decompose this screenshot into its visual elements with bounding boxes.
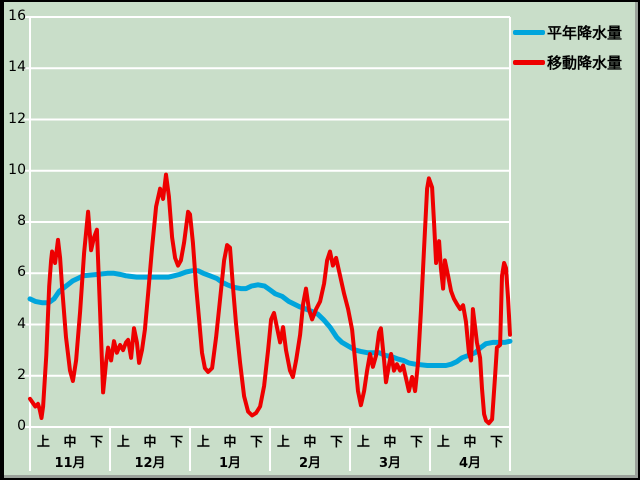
y-axis-label: 6 — [17, 264, 26, 281]
period-label: 下 — [250, 435, 264, 450]
normal-precip-line — [27, 268, 513, 368]
legend: 平年降水量 移動降水量 — [513, 22, 622, 73]
y-axis-label: 4 — [17, 315, 26, 332]
period-label: 上 — [356, 435, 370, 450]
period-label: 中 — [143, 435, 157, 450]
period-label: 中 — [223, 435, 237, 450]
month-label: 2月 — [298, 456, 322, 471]
moving-precip-line — [28, 172, 512, 426]
y-axis-label: 2 — [17, 366, 26, 383]
period-label: 中 — [63, 435, 77, 450]
period-label: 下 — [90, 435, 104, 450]
period-label: 下 — [330, 435, 344, 450]
period-label: 上 — [276, 435, 290, 450]
month-label: 3月 — [378, 456, 402, 471]
period-label: 上 — [436, 435, 450, 450]
legend-label-normal: 平年降水量 — [547, 24, 623, 42]
period-label: 下 — [410, 435, 424, 450]
month-label: 1月 — [218, 456, 242, 471]
legend-label-moving: 移動降水量 — [547, 54, 623, 72]
y-axis-label: 0 — [17, 418, 26, 434]
month-label: 11月 — [54, 456, 86, 471]
legend-item-moving: 移動降水量 — [513, 52, 622, 73]
period-label: 下 — [490, 435, 504, 450]
period-label: 上 — [36, 435, 50, 450]
period-label: 中 — [383, 435, 397, 450]
y-axis-label: 12 — [8, 110, 26, 127]
period-label: 中 — [463, 435, 477, 450]
period-label: 上 — [196, 435, 210, 450]
month-label: 4月 — [458, 456, 482, 471]
blue-line-swatch-icon — [513, 30, 545, 35]
period-label: 上 — [116, 435, 130, 450]
period-label: 下 — [170, 435, 184, 450]
red-line-swatch-icon — [513, 60, 545, 65]
y-axis-label: 16 — [8, 8, 26, 24]
chart-area: 0 2 4 6 8 10 12 14 16 上中下 11月上中下 12月上中下 1月上中下 2月上中下 3月… — [4, 2, 638, 478]
month-label: 12月 — [134, 456, 166, 471]
y-axis-label: 14 — [8, 59, 26, 76]
period-label: 中 — [303, 435, 317, 450]
y-axis-label: 10 — [8, 161, 26, 178]
y-axis-label: 8 — [17, 213, 26, 229]
legend-item-normal: 平年降水量 — [513, 22, 622, 43]
